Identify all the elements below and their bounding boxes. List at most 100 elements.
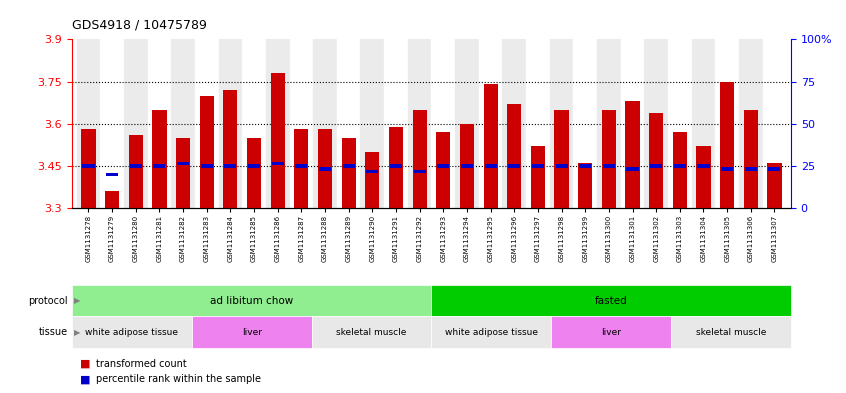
Bar — [461, 164, 473, 168]
Bar — [671, 316, 791, 348]
Bar — [431, 285, 791, 316]
Text: ■: ■ — [80, 374, 91, 384]
Text: liver: liver — [602, 328, 621, 336]
Bar — [627, 167, 639, 171]
Bar — [550, 39, 574, 208]
Bar — [77, 39, 101, 208]
Text: protocol: protocol — [28, 296, 68, 306]
Bar — [530, 146, 545, 208]
Bar — [389, 127, 403, 208]
Bar — [673, 132, 687, 208]
Bar — [218, 39, 242, 208]
Bar — [556, 164, 568, 168]
Bar — [81, 129, 96, 208]
Bar — [603, 164, 615, 168]
Bar — [201, 164, 213, 168]
Bar — [650, 164, 662, 168]
Text: GDS4918 / 10475789: GDS4918 / 10475789 — [72, 18, 206, 31]
Bar — [192, 316, 311, 348]
Bar — [343, 164, 354, 168]
Bar — [532, 164, 544, 168]
Bar — [625, 101, 640, 208]
Bar — [621, 39, 645, 208]
Bar — [580, 164, 591, 168]
Bar — [272, 162, 283, 165]
Bar — [242, 39, 266, 208]
Bar — [721, 167, 733, 171]
Bar — [176, 138, 190, 208]
Bar — [105, 191, 119, 208]
Bar — [390, 164, 402, 168]
Bar — [342, 138, 356, 208]
Bar — [484, 84, 497, 208]
Bar — [696, 146, 711, 208]
Bar — [72, 285, 431, 316]
Bar — [311, 316, 431, 348]
Bar — [460, 124, 474, 208]
Bar — [365, 152, 379, 208]
Bar — [413, 110, 426, 208]
Bar — [697, 164, 710, 168]
Text: ▶: ▶ — [74, 296, 80, 305]
Bar — [337, 39, 360, 208]
Bar — [366, 170, 378, 173]
Bar — [106, 173, 118, 176]
Bar — [552, 316, 671, 348]
Text: white adipose tissue: white adipose tissue — [85, 328, 179, 336]
Bar — [247, 138, 261, 208]
Bar — [72, 316, 192, 348]
Bar — [129, 164, 142, 168]
Bar — [360, 39, 384, 208]
Bar — [152, 110, 167, 208]
Bar — [645, 39, 668, 208]
Text: ▶: ▶ — [74, 328, 80, 336]
Bar — [295, 164, 307, 168]
Bar — [223, 90, 238, 208]
Text: skeletal muscle: skeletal muscle — [696, 328, 766, 336]
Bar — [171, 39, 195, 208]
Bar — [574, 39, 597, 208]
Bar — [266, 39, 289, 208]
Text: skeletal muscle: skeletal muscle — [337, 328, 407, 336]
Bar — [455, 39, 479, 208]
Bar — [554, 110, 569, 208]
Bar — [649, 112, 663, 208]
Bar — [384, 39, 408, 208]
Bar — [597, 39, 621, 208]
Bar — [716, 39, 739, 208]
Text: ad libitum chow: ad libitum chow — [210, 296, 294, 306]
Bar — [177, 162, 190, 165]
Bar — [414, 170, 426, 173]
Bar — [200, 95, 214, 208]
Bar — [508, 164, 520, 168]
Bar — [431, 316, 552, 348]
Text: ■: ■ — [80, 358, 91, 369]
Bar — [744, 167, 757, 171]
Bar — [437, 132, 450, 208]
Text: liver: liver — [242, 328, 261, 336]
Bar — [507, 104, 521, 208]
Bar — [271, 73, 285, 208]
Bar — [720, 82, 734, 208]
Bar — [767, 163, 782, 208]
Text: percentile rank within the sample: percentile rank within the sample — [96, 374, 261, 384]
Bar — [82, 164, 95, 168]
Bar — [101, 39, 124, 208]
Bar — [408, 39, 431, 208]
Bar — [668, 39, 692, 208]
Bar — [124, 39, 147, 208]
Bar — [673, 164, 686, 168]
Bar — [485, 164, 497, 168]
Bar — [578, 163, 592, 208]
Bar — [313, 39, 337, 208]
Bar — [129, 135, 143, 208]
Bar — [289, 39, 313, 208]
Bar — [318, 129, 332, 208]
Bar — [526, 39, 550, 208]
Bar — [768, 167, 781, 171]
Bar — [739, 39, 762, 208]
Text: transformed count: transformed count — [96, 358, 186, 369]
Bar — [744, 110, 758, 208]
Text: white adipose tissue: white adipose tissue — [445, 328, 538, 336]
Bar — [503, 39, 526, 208]
